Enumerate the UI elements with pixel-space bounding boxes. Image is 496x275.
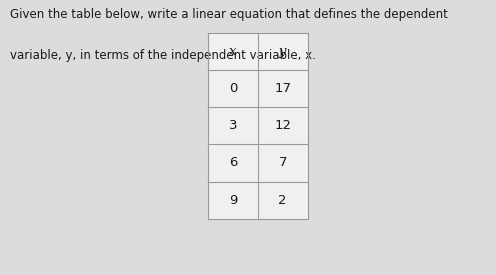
Text: 17: 17 xyxy=(274,82,291,95)
Text: 12: 12 xyxy=(274,119,291,132)
Text: x: x xyxy=(229,45,237,58)
Text: 3: 3 xyxy=(229,119,238,132)
Text: 0: 0 xyxy=(229,82,237,95)
Text: y: y xyxy=(279,45,287,58)
Text: 6: 6 xyxy=(229,156,237,169)
Bar xyxy=(208,33,308,219)
Text: variable, y, in terms of the independent variable, x.: variable, y, in terms of the independent… xyxy=(10,50,316,62)
Text: 7: 7 xyxy=(278,156,287,169)
Text: 2: 2 xyxy=(278,194,287,207)
Text: 9: 9 xyxy=(229,194,237,207)
Text: Given the table below, write a linear equation that defines the dependent: Given the table below, write a linear eq… xyxy=(10,8,448,21)
